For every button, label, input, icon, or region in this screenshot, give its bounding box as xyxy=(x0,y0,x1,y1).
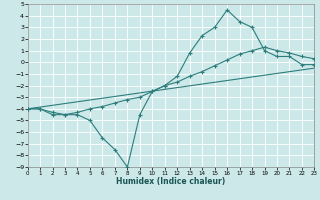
X-axis label: Humidex (Indice chaleur): Humidex (Indice chaleur) xyxy=(116,177,226,186)
